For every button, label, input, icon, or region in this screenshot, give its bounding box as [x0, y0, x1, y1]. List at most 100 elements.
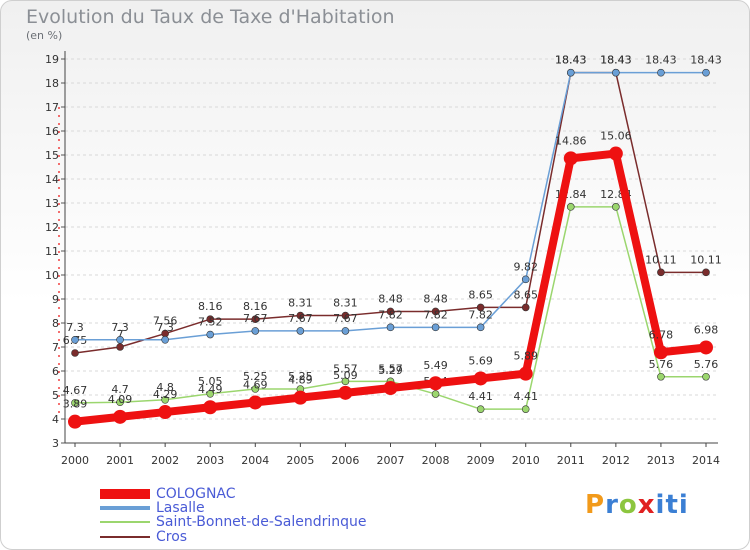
data-point	[566, 203, 575, 211]
data-point	[476, 323, 485, 332]
y-tick-label: 19	[45, 53, 59, 66]
data-label: 5.29	[378, 364, 403, 377]
x-tick-label: 2004	[241, 454, 269, 467]
x-tick-label: 2000	[61, 454, 89, 467]
y-tick-label: 9	[52, 293, 59, 306]
data-point	[386, 323, 395, 332]
data-label: 5.49	[423, 359, 448, 372]
y-tick-label: 17	[45, 101, 59, 114]
x-tick-label: 2013	[647, 454, 675, 467]
data-label: 4.67	[63, 384, 88, 397]
logo-letter: i	[655, 490, 666, 520]
data-label: 5.09	[333, 369, 358, 382]
data-point	[251, 315, 260, 323]
x-tick-label: 2008	[422, 454, 450, 467]
logo-letter: x	[637, 490, 656, 520]
data-point	[612, 203, 620, 211]
data-label: 7.3	[66, 321, 84, 334]
data-point	[518, 366, 533, 381]
y-tick-label: 11	[45, 245, 59, 258]
data-point	[68, 414, 82, 429]
data-label: 7.3	[111, 321, 129, 334]
data-label: 8.48	[378, 292, 403, 305]
data-label: 8.16	[198, 300, 223, 313]
data-label: 8.65	[513, 288, 538, 301]
legend-swatch	[100, 521, 150, 523]
data-point	[206, 330, 215, 339]
data-label: 4.49	[198, 383, 223, 396]
data-point	[608, 146, 623, 161]
y-tick-label: 8	[52, 317, 59, 330]
data-point	[476, 303, 485, 312]
data-label: 3.89	[63, 398, 88, 411]
data-point	[161, 395, 169, 404]
x-tick-label: 2009	[467, 454, 495, 467]
data-label: 5.05	[198, 375, 223, 388]
data-point	[702, 68, 710, 77]
data-label: 9.82	[513, 260, 538, 273]
data-point	[521, 405, 530, 413]
data-point	[476, 405, 485, 413]
legend-swatch	[100, 536, 150, 538]
data-point	[428, 376, 443, 391]
y-tick-label: 18	[45, 77, 59, 90]
logo-letter: P	[585, 490, 606, 520]
data-point	[116, 398, 124, 407]
data-label: 5.25	[243, 370, 268, 383]
x-tick-label: 2012	[602, 454, 630, 467]
data-point	[341, 327, 350, 335]
data-point	[71, 399, 79, 407]
data-point	[563, 151, 578, 166]
data-label: 18.43	[555, 54, 587, 67]
data-label: 5.76	[649, 358, 674, 371]
data-label: 7	[117, 328, 124, 341]
y-tick-label: 12	[45, 221, 59, 234]
data-label: 4.89	[288, 374, 313, 387]
logo-letter: o	[618, 490, 638, 520]
legend-label: COLOGNAC	[156, 486, 236, 502]
data-point	[206, 389, 215, 398]
data-label: 4.7	[111, 383, 129, 396]
x-tick-label: 2005	[286, 454, 314, 467]
legend-label: Saint-Bonnet-de-Salendrinque	[156, 514, 367, 530]
data-label: 5.57	[333, 362, 358, 375]
data-label: 7.82	[468, 308, 493, 321]
x-tick-label: 2001	[106, 454, 134, 467]
data-label: 4.41	[468, 390, 493, 403]
data-label: 7.67	[243, 312, 268, 325]
data-label: 4.69	[243, 378, 268, 391]
data-point	[431, 323, 440, 332]
data-point	[203, 400, 218, 415]
data-label: 7.82	[378, 308, 403, 321]
y-tick-label: 7	[52, 341, 59, 354]
data-point	[702, 268, 710, 277]
data-point	[521, 303, 530, 312]
data-point	[386, 307, 395, 316]
legend-swatch	[100, 506, 150, 510]
data-point	[383, 381, 398, 396]
y-tick-label: 14	[45, 173, 59, 186]
data-label: 18.43	[555, 54, 587, 67]
logo-letter: r	[605, 490, 619, 520]
data-point	[566, 68, 575, 77]
data-point	[431, 307, 440, 316]
x-tick-label: 2011	[557, 454, 585, 467]
y-tick-label: 6	[52, 365, 59, 378]
logo-letter: i	[678, 490, 689, 520]
data-label: 8.31	[333, 297, 358, 310]
data-label: 18.43	[645, 54, 677, 67]
data-point	[653, 345, 668, 360]
data-label: 6.78	[649, 328, 674, 341]
data-point	[431, 390, 440, 398]
data-label: 18.43	[600, 54, 632, 67]
data-point	[338, 385, 353, 400]
data-label: 7.82	[423, 308, 448, 321]
legend-label: Cros	[156, 529, 188, 545]
data-point	[612, 68, 620, 77]
data-point	[296, 311, 305, 320]
y-tick-label: 3	[52, 437, 59, 450]
y-tick-label: 5	[52, 389, 59, 402]
data-label: 18.43	[690, 54, 722, 67]
